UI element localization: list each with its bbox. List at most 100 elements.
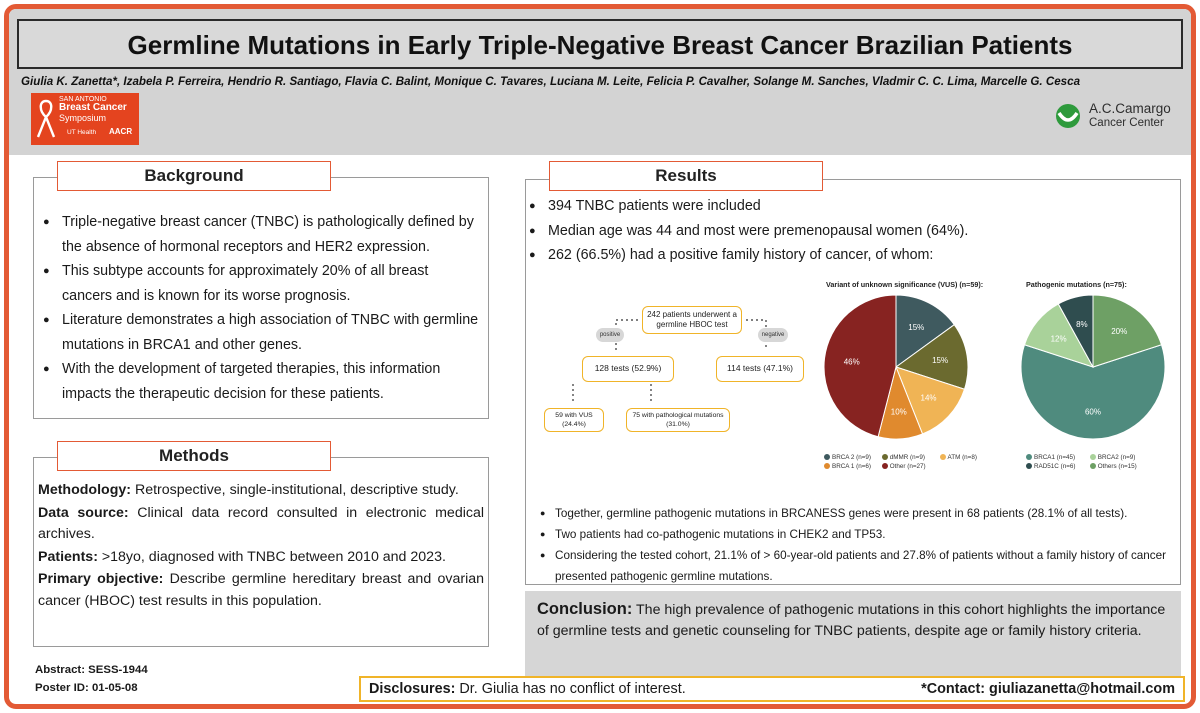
methods-item: Patients: >18yo, diagnosed with TNBC bet… [38, 547, 484, 569]
legend-row: BRCA1 (n=45) BRCA2 (n=9) [1026, 454, 1166, 463]
legend-item: BRCA 1 (n=6) [824, 463, 880, 470]
results-list: 394 TNBC patients were included Median a… [528, 194, 1168, 268]
conclusion-label: Conclusion: [537, 600, 633, 618]
legend-swatch [1026, 463, 1032, 469]
pie-slice-0 [1020, 344, 1166, 440]
poster-title: Germline Mutations in Early Triple-Negat… [127, 30, 1073, 60]
background-list: Triple-negative breast cancer (TNBC) is … [42, 210, 480, 406]
flow-positive-label: positive [596, 328, 624, 342]
pie-label-1: 12% [1051, 335, 1067, 344]
methods-heading: Methods [57, 441, 331, 471]
sabcs-line3: Symposium [59, 113, 107, 123]
pie-label-0: 15% [908, 323, 924, 332]
legend-label: BRCA 1 (n=6) [832, 463, 872, 470]
legend-swatch [881, 463, 888, 469]
list-item: Literature demonstrates a high associati… [42, 308, 480, 357]
pie-slice-2 [895, 366, 966, 435]
legend-label: ATM (n=8) [947, 454, 977, 461]
flow-vus: 59 with VUS (24.4%) [544, 408, 604, 432]
ribbon-icon [36, 99, 56, 138]
accamargo-mark-icon [1056, 104, 1080, 128]
methods-label: Primary objective: [38, 571, 164, 587]
legend-row: BRCA 2 (n=9) dMMR (n=9) ATM (n=8) [824, 454, 994, 463]
background-box: Triple-negative breast cancer (TNBC) is … [33, 177, 489, 419]
flowchart: 242 patients underwent a germline HBOC t… [526, 290, 826, 440]
sabcs-logo: San Antonio Breast Cancer Symposium UT H… [31, 93, 139, 145]
title-box: Germline Mutations in Early Triple-Negat… [17, 19, 1183, 69]
legend-label: dMMR (n=9) [889, 454, 925, 461]
methods-item: Data source: Clinical data record consul… [38, 503, 484, 546]
list-item: 394 TNBC patients were included [528, 194, 1168, 219]
abstract-id: Abstract: SESS-1944 [35, 664, 148, 676]
disclosures-label: Disclosures: [369, 681, 456, 697]
methods-label: Patients: [38, 548, 98, 565]
methods-item: Primary objective: Describe germline her… [38, 569, 484, 612]
list-item: Two patients had co-pathogenic mutations… [539, 524, 1179, 545]
author-list: Giulia K. Zanetta*, Izabela P. Ferreira,… [21, 75, 1081, 88]
legend-swatch [824, 454, 830, 460]
methods-label: Methodology: [38, 482, 131, 498]
pie-slice-0 [895, 294, 955, 368]
poster-frame: Germline Mutations in Early Triple-Negat… [4, 4, 1196, 709]
legend-label: BRCA1 (n=45) [1034, 454, 1076, 461]
accamargo-name: A.C.Camargo [1089, 101, 1171, 116]
legend-row: RAD51C (n=6) Others (n=15) [1026, 463, 1166, 472]
methods-text: Describe germline hereditary breast and … [38, 571, 485, 609]
conclusion-text: The high prevalence of pathogenic mutati… [537, 602, 1166, 639]
pie-label-1: 15% [932, 356, 948, 365]
legend-swatch [1089, 454, 1096, 460]
legend-label: BRCA2 (n=9) [1097, 454, 1136, 461]
methods-label: Data source: [38, 504, 129, 521]
disclosures-statement: Disclosures: Dr. Giulia has no conflict … [369, 678, 686, 700]
vus-pie-chart: 15% 15% 14% 10% 46% [823, 294, 969, 440]
pie-label-0: 60% [1085, 408, 1101, 417]
pie-label-2: 14% [921, 394, 937, 403]
vus-chart-title: Variant of unknown significance (VUS) (n… [826, 280, 984, 289]
legend-item: BRCA1 (n=45) [1026, 454, 1088, 461]
methods-content: Methodology: Retrospective, single-insti… [38, 480, 484, 613]
legend-item: ATM (n=8) [939, 454, 990, 461]
legend-label: BRCA 2 (n=9) [832, 454, 872, 461]
legend-item: Other (n=27) [881, 463, 938, 470]
pie-slice-3 [1092, 294, 1163, 368]
pie-slice-4 [823, 294, 897, 438]
legend-label: Others (n=15) [1097, 463, 1137, 470]
disclosures-text: Dr. Giulia has no conflict of interest. [455, 681, 686, 697]
flow-total-tests: 242 patients underwent a germline HBOC t… [642, 306, 742, 334]
legend-swatch [939, 454, 946, 460]
methods-box: Methodology: Retrospective, single-insti… [33, 457, 489, 647]
pathogenic-pie-chart: 60% 12% 8% 20% [1020, 294, 1166, 440]
flow-positive-tests: 128 tests (52.9%) [582, 356, 674, 382]
pie-slice-1 [894, 323, 969, 390]
legend-item: Others (n=15) [1089, 463, 1146, 470]
list-item: This subtype accounts for approximately … [42, 259, 480, 308]
legend-item: BRCA2 (n=9) [1089, 454, 1146, 461]
list-item: Triple-negative breast cancer (TNBC) is … [42, 210, 480, 259]
accamargo-subname: Cancer Center [1089, 117, 1164, 129]
pie-label-3: 20% [1111, 327, 1127, 336]
poster-id: Poster ID: 01-05-08 [35, 682, 138, 694]
sabcs-line2: Breast Cancer [59, 102, 127, 113]
vus-legend: BRCA 2 (n=9) dMMR (n=9) ATM (n=8) BRCA 1… [824, 454, 994, 472]
list-item: 262 (66.5%) had a positive family histor… [528, 243, 1168, 268]
legend-swatch [881, 454, 888, 460]
flow-negative-label: negative [758, 328, 788, 342]
results-heading: Results [549, 161, 823, 191]
flow-pathogenic: 75 with pathological mutations (31.0%) [626, 408, 730, 432]
legend-item: dMMR (n=9) [881, 454, 938, 461]
pie-label-2: 8% [1076, 320, 1088, 329]
legend-swatch [1026, 454, 1032, 460]
pathogenic-legend: BRCA1 (n=45) BRCA2 (n=9) RAD51C (n=6) Ot… [1026, 454, 1166, 472]
poster-header: Germline Mutations in Early Triple-Negat… [9, 9, 1191, 155]
pie-label-3: 10% [891, 408, 907, 417]
methods-text: Retrospective, single-institutional, des… [131, 482, 459, 498]
legend-item: BRCA 2 (n=9) [824, 454, 880, 461]
conclusion-box: Conclusion: The high prevalence of patho… [525, 591, 1181, 676]
legend-swatch [824, 463, 830, 469]
methods-text: >18yo, diagnosed with TNBC between 2010 … [97, 548, 446, 565]
methods-item: Methodology: Retrospective, single-insti… [38, 480, 484, 502]
flow-negative-tests: 114 tests (47.1%) [716, 356, 804, 382]
contact-email[interactable]: *Contact: giuliazanetta@hotmail.com [921, 681, 1175, 697]
sabcs-line5: AACR [109, 127, 133, 136]
methods-text: Clinical data record consulted in electr… [38, 504, 484, 543]
